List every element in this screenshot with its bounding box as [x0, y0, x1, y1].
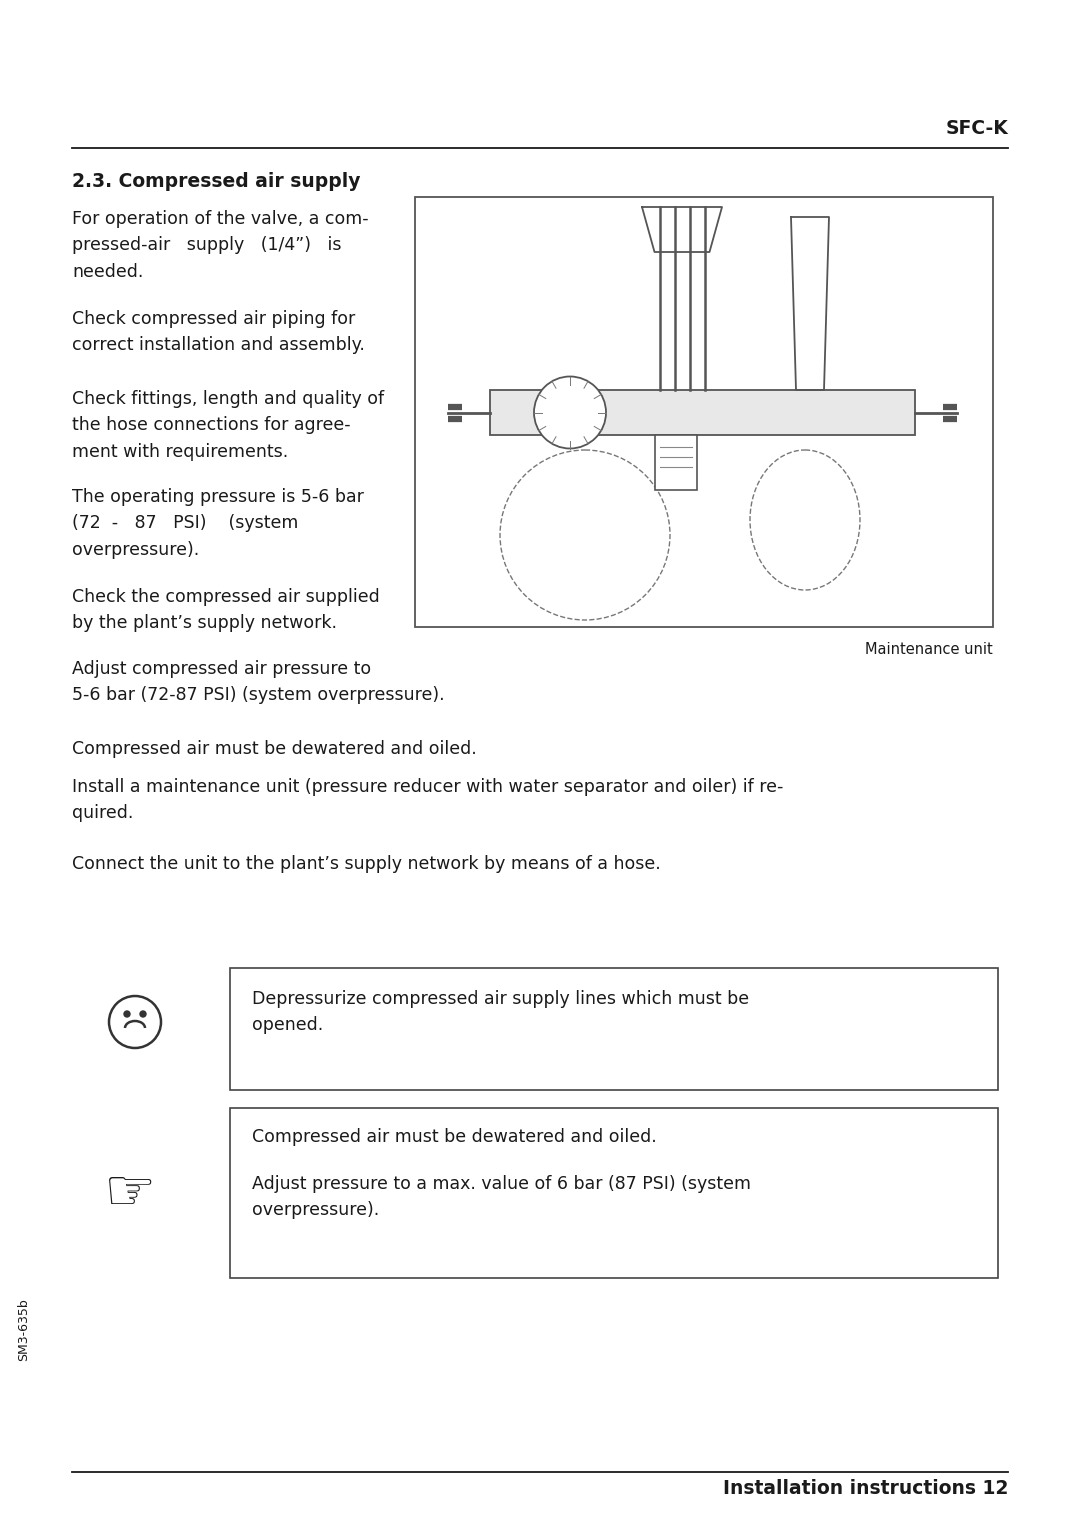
Text: Check the compressed air supplied
by the plant’s supply network.: Check the compressed air supplied by the… — [72, 589, 380, 633]
Bar — [654, 435, 697, 490]
Text: Adjust pressure to a max. value of 6 bar (87 PSI) (system
overpressure).: Adjust pressure to a max. value of 6 bar… — [252, 1174, 751, 1220]
Bar — [415, 197, 993, 627]
Circle shape — [124, 1011, 130, 1017]
Text: Adjust compressed air pressure to
5-6 bar (72-87 PSI) (system overpressure).: Adjust compressed air pressure to 5-6 ba… — [72, 660, 445, 705]
Text: For operation of the valve, a com-
pressed-air   supply   (1/4”)   is
needed.: For operation of the valve, a com- press… — [72, 210, 368, 281]
Text: SFC-K: SFC-K — [945, 119, 1008, 137]
Text: Connect the unit to the plant’s supply network by means of a hose.: Connect the unit to the plant’s supply n… — [72, 856, 661, 872]
Text: Maintenance unit: Maintenance unit — [865, 642, 993, 657]
Text: Check compressed air piping for
correct installation and assembly.: Check compressed air piping for correct … — [72, 310, 365, 354]
Ellipse shape — [500, 450, 670, 621]
Text: The operating pressure is 5-6 bar
(72  -   87   PSI)    (system
overpressure).: The operating pressure is 5-6 bar (72 - … — [72, 488, 364, 558]
Circle shape — [109, 996, 161, 1048]
Circle shape — [140, 1011, 146, 1017]
Ellipse shape — [750, 450, 860, 590]
Text: 2.3. Compressed air supply: 2.3. Compressed air supply — [72, 172, 361, 191]
Bar — [230, 1109, 998, 1278]
Bar — [230, 968, 998, 1090]
Text: Depressurize compressed air supply lines which must be
opened.: Depressurize compressed air supply lines… — [252, 990, 750, 1034]
Text: ☞: ☞ — [104, 1165, 157, 1222]
Circle shape — [534, 377, 606, 448]
Text: Check fittings, length and quality of
the hose connections for agree-
ment with : Check fittings, length and quality of th… — [72, 390, 384, 461]
Bar — [490, 390, 915, 435]
Text: Installation instructions 12: Installation instructions 12 — [723, 1479, 1008, 1498]
Text: Install a maintenance unit (pressure reducer with water separator and oiler) if : Install a maintenance unit (pressure red… — [72, 778, 783, 822]
Text: Compressed air must be dewatered and oiled.: Compressed air must be dewatered and oil… — [252, 1128, 657, 1145]
Text: SM3-635b: SM3-635b — [17, 1299, 30, 1362]
Text: Compressed air must be dewatered and oiled.: Compressed air must be dewatered and oil… — [72, 740, 476, 758]
